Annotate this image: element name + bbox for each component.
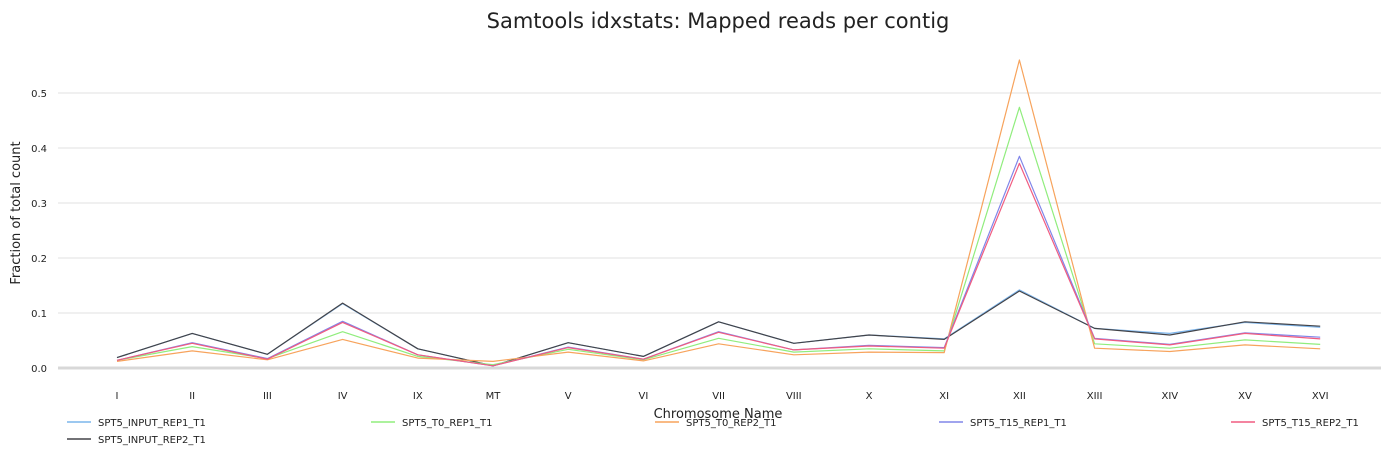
series-line-spt5-t0-rep2-t1 (116, 59, 1321, 362)
y-tick-label: 0.4 (31, 144, 47, 155)
series-line-spt5-t15-rep2-t1 (116, 162, 1321, 367)
y-tick-label: 0.1 (31, 309, 47, 320)
x-tick-label: IV (338, 391, 348, 402)
legend-label: SPT5_INPUT_REP2_T1 (98, 435, 206, 446)
x-tick-label: XIII (1087, 391, 1103, 402)
legend-label: SPT5_INPUT_REP1_T1 (98, 418, 206, 429)
x-axis-title: Chromosome Name (654, 407, 783, 422)
x-tick-label: III (263, 391, 272, 402)
series-lines (116, 59, 1321, 367)
gridlines (58, 92, 1381, 370)
legend-item[interactable]: SPT5_T15_REP1_T1 (939, 418, 1067, 429)
y-tick-label: 0.0 (31, 364, 47, 375)
x-tick-label: XVI (1312, 391, 1329, 402)
x-tick-label: II (189, 391, 195, 402)
chart-title: Samtools idxstats: Mapped reads per cont… (487, 9, 950, 33)
x-tick-label: VII (712, 391, 725, 402)
series-line-spt5-t0-rep1-t1 (116, 106, 1321, 366)
y-tick-label: 0.3 (31, 199, 47, 210)
x-tick-label: XIV (1161, 391, 1178, 402)
x-tick-label: MT (486, 391, 502, 402)
x-axis-ticks: I II III IV IX MT V VI VII VIII X XI XII XIII XIV XV XVI (116, 391, 1329, 402)
x-tick-label: VI (639, 391, 649, 402)
legend[interactable]: SPT5_INPUT_REP1_T1 SPT5_INPUT_REP2_T1 SPT5… (67, 418, 1359, 446)
x-tick-label: XII (1013, 391, 1026, 402)
y-tick-label: 0.2 (31, 254, 47, 265)
series-line-spt5-input-rep2-t1 (116, 290, 1321, 367)
x-tick-label: X (866, 391, 873, 402)
x-tick-label: VIII (786, 391, 802, 402)
legend-item[interactable]: SPT5_T0_REP2_T1 (655, 418, 776, 429)
x-tick-label: IX (413, 391, 423, 402)
legend-item[interactable]: SPT5_INPUT_REP1_T1 (67, 418, 206, 429)
legend-item[interactable]: SPT5_T15_REP2_T1 (1231, 418, 1359, 429)
legend-label: SPT5_T15_REP1_T1 (970, 418, 1067, 429)
legend-item[interactable]: SPT5_T0_REP1_T1 (371, 418, 492, 429)
legend-item[interactable]: SPT5_INPUT_REP2_T1 (67, 435, 206, 446)
series-line-spt5-input-rep1-t1 (116, 289, 1321, 367)
y-axis-title: Fraction of total count (9, 141, 24, 284)
y-tick-label: 0.5 (31, 89, 47, 100)
y-axis-ticks: 0.0 0.1 0.2 0.3 0.4 0.5 (31, 89, 47, 375)
legend-label: SPT5_T15_REP2_T1 (1262, 418, 1359, 429)
x-tick-label: I (116, 391, 119, 402)
legend-label: SPT5_T0_REP2_T1 (686, 418, 776, 429)
legend-label: SPT5_T0_REP1_T1 (402, 418, 492, 429)
x-tick-label: XV (1238, 391, 1252, 402)
x-tick-label: XI (939, 391, 949, 402)
x-tick-label: V (565, 391, 572, 402)
